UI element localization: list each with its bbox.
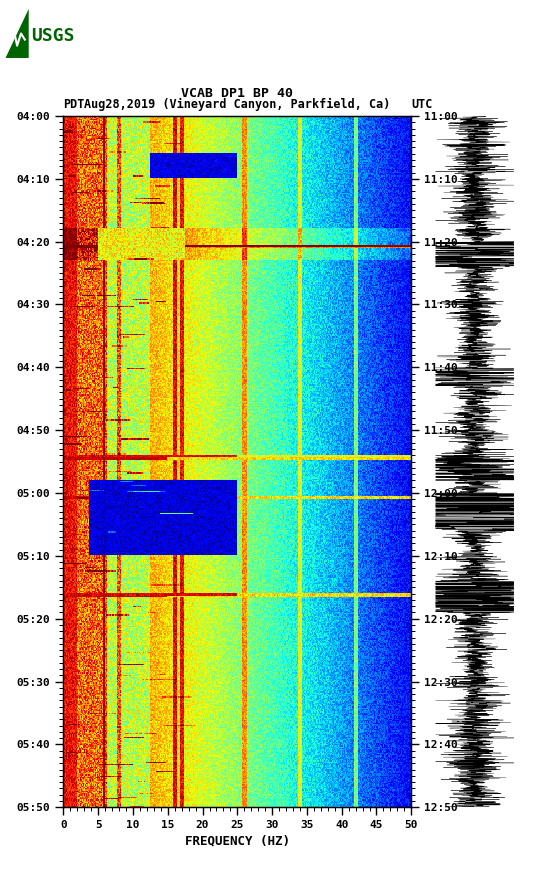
X-axis label: FREQUENCY (HZ): FREQUENCY (HZ) bbox=[185, 835, 290, 847]
Text: PDT: PDT bbox=[63, 97, 85, 111]
Text: USGS: USGS bbox=[31, 27, 75, 45]
Text: Aug28,2019 (Vineyard Canyon, Parkfield, Ca): Aug28,2019 (Vineyard Canyon, Parkfield, … bbox=[84, 97, 391, 111]
Text: VCAB DP1 BP 40: VCAB DP1 BP 40 bbox=[182, 87, 293, 100]
Text: UTC: UTC bbox=[411, 97, 433, 111]
Polygon shape bbox=[6, 9, 29, 58]
